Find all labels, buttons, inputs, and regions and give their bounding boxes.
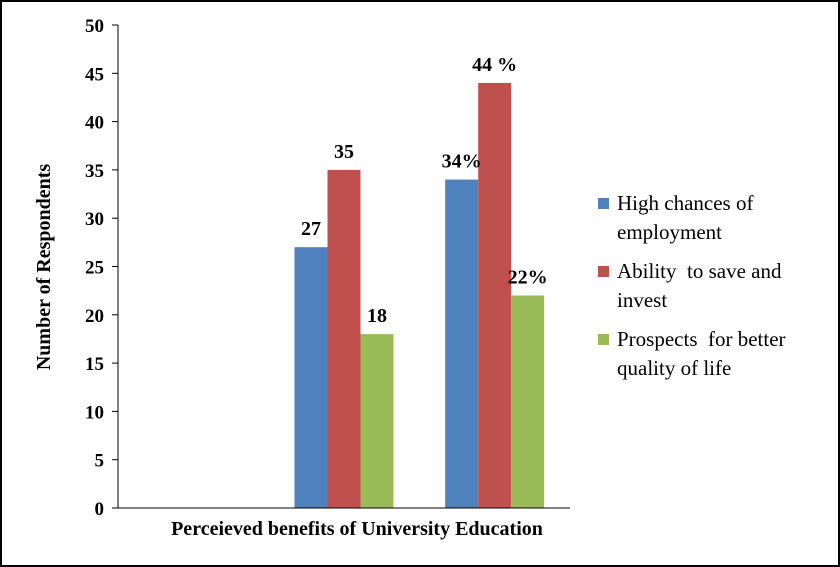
bar bbox=[360, 334, 394, 508]
y-axis-title: Number of Respondents bbox=[33, 164, 55, 371]
data-label: 44 % bbox=[472, 54, 517, 76]
legend-swatch bbox=[598, 266, 609, 277]
y-tick-label: 0 bbox=[95, 499, 105, 520]
legend: High chances of employment Ability to save… bbox=[598, 191, 786, 380]
bar bbox=[478, 82, 512, 509]
legend-label: quality of life bbox=[617, 356, 731, 380]
bar bbox=[327, 169, 361, 508]
bars bbox=[294, 82, 545, 509]
data-label: 34% bbox=[442, 151, 482, 173]
y-tick-label: 30 bbox=[85, 209, 104, 230]
y-tick-label: 5 bbox=[95, 451, 105, 472]
x-axis-title: Perceieved benefits of University Educat… bbox=[171, 518, 543, 540]
bar bbox=[511, 295, 545, 508]
legend-label: employment bbox=[617, 220, 722, 244]
legend-label: High chances of bbox=[617, 191, 753, 215]
bar bbox=[445, 179, 479, 508]
y-tick-label: 20 bbox=[85, 306, 104, 327]
y-tick-label: 35 bbox=[85, 161, 104, 182]
data-label: 22% bbox=[508, 266, 548, 288]
legend-label: Ability to save and bbox=[617, 259, 782, 283]
data-label: 18 bbox=[367, 305, 387, 327]
data-labels: 27 35 18 34% 44 % 22% bbox=[301, 54, 548, 327]
y-axis-ticks: 0 5 10 15 20 25 30 35 40 45 50 bbox=[85, 16, 118, 520]
y-tick-label: 15 bbox=[85, 354, 104, 375]
y-tick-label: 50 bbox=[85, 16, 104, 37]
y-tick-label: 40 bbox=[85, 113, 104, 134]
y-tick-label: 45 bbox=[85, 64, 104, 85]
y-tick-label: 10 bbox=[85, 402, 104, 423]
legend-swatch bbox=[598, 334, 609, 345]
y-tick-label: 25 bbox=[85, 258, 104, 279]
data-label: 27 bbox=[301, 218, 321, 240]
legend-swatch bbox=[598, 198, 609, 209]
bar bbox=[294, 247, 328, 508]
legend-label: Prospects for better bbox=[617, 327, 786, 351]
data-label: 35 bbox=[334, 141, 354, 163]
legend-label: invest bbox=[617, 288, 667, 312]
